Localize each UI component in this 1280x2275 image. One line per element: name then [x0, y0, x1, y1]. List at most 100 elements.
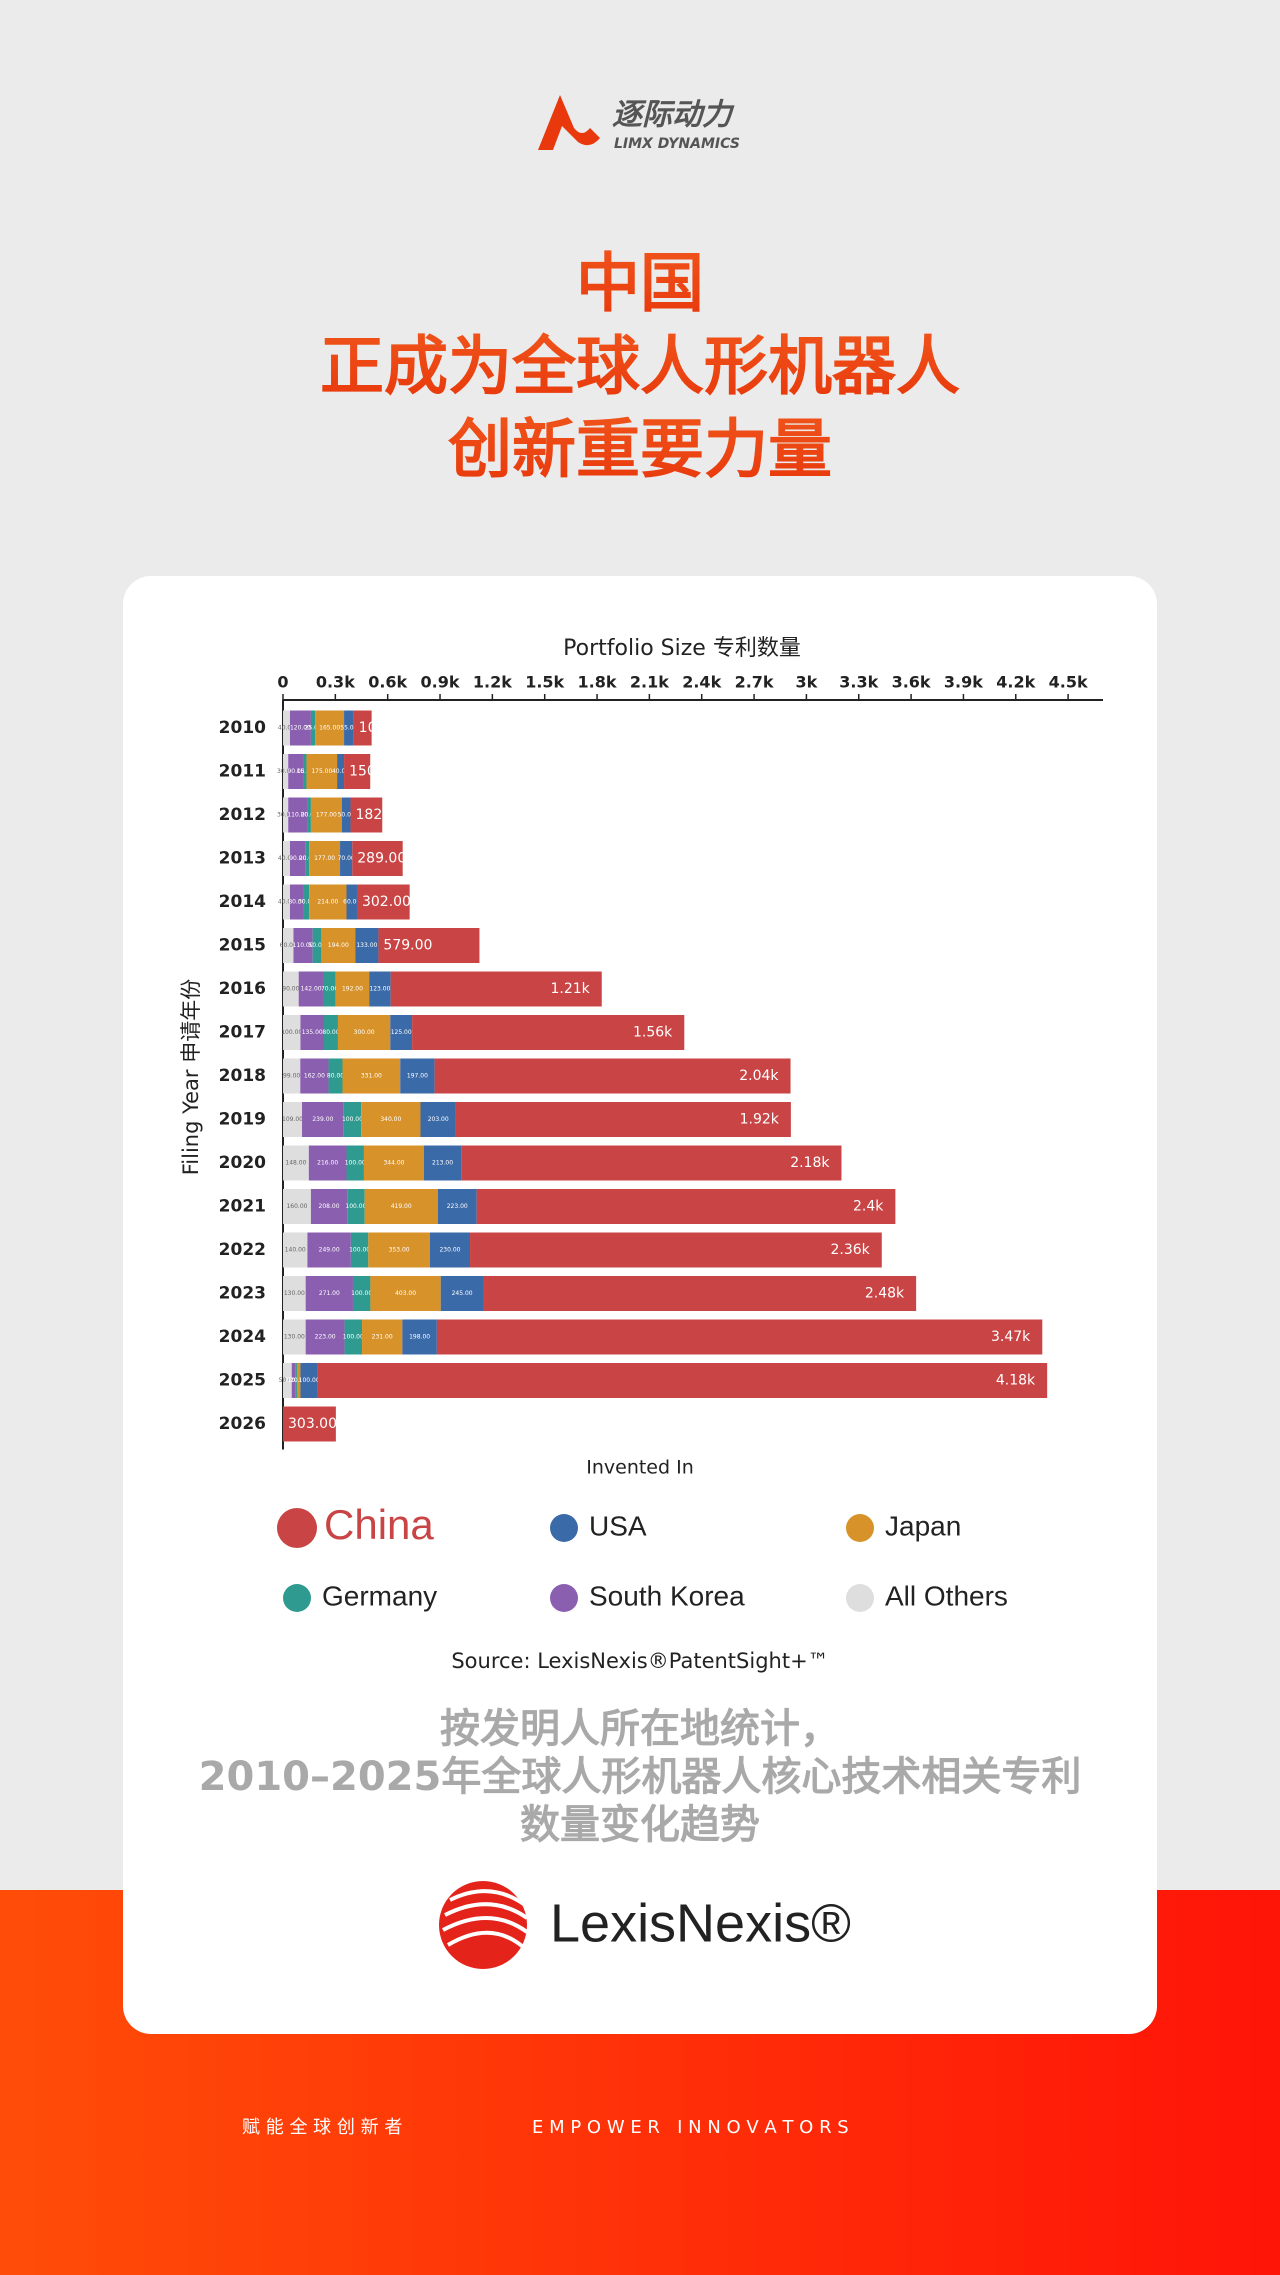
value-label: 110.00 [287, 812, 308, 819]
bar-segment [308, 1145, 347, 1181]
bar-segment [300, 1058, 329, 1094]
bar-segment [298, 971, 324, 1007]
x-tick-label: 1.8k [578, 673, 617, 692]
bar-segment [350, 797, 383, 833]
caption-line: 2010–2025年全球人形机器人核心技术相关专利 [199, 1754, 1082, 1800]
x-tick-label: 2.7k [735, 673, 774, 692]
bar-segment [335, 971, 370, 1007]
x-tick-label: 3.6k [892, 673, 931, 692]
value-label: 130.00 [284, 1290, 305, 1297]
value-label: 1.92k [740, 1112, 780, 1128]
legend-swatch [846, 1514, 874, 1542]
y-tick-label: 2024 [219, 1327, 266, 1347]
bar-segment [283, 1102, 303, 1137]
limx-logo: 逐际动力 LIMX DYNAMICS [538, 95, 740, 152]
bar-segment [346, 884, 357, 920]
bar-segment [312, 928, 322, 963]
value-label: 80.00 [322, 1029, 339, 1036]
caption-line: 数量变化趋势 [520, 1802, 760, 1848]
value-label: 230.00 [439, 1247, 460, 1254]
bar-segment [283, 1319, 306, 1355]
x-tick-label: 4.5k [1049, 673, 1088, 692]
bar-segment [283, 1145, 309, 1181]
value-label: 60.00 [280, 942, 297, 949]
value-label: 1.56k [633, 1025, 673, 1041]
bar-segment [368, 1232, 430, 1268]
value-label: 60.00 [343, 899, 360, 906]
value-label: 15.00 [297, 768, 314, 775]
footer-en: E M P O W E R I N N O V A T O R S [532, 2117, 849, 2138]
y-tick-label: 2021 [219, 1197, 266, 1217]
value-label: 100.00 [345, 1160, 366, 1167]
bar-segment [337, 1015, 391, 1050]
bar-segment [283, 1363, 292, 1398]
bar-segment [283, 1058, 301, 1094]
legend-label: USA [589, 1510, 647, 1541]
bar-segment [309, 884, 347, 920]
bar-segment [344, 1319, 363, 1355]
value-label: 300.00 [354, 1029, 375, 1036]
legend-label: All Others [885, 1580, 1008, 1611]
bar-segment [307, 797, 311, 833]
value-label: 100.00 [342, 1116, 363, 1123]
bar-segment [455, 1102, 791, 1137]
value-label: 148.00 [285, 1160, 306, 1167]
bar-segment [390, 971, 602, 1007]
y-tick-label: 2011 [219, 762, 266, 782]
bar-segment [283, 971, 299, 1007]
bar-segment [378, 928, 480, 963]
bar-segment [350, 1232, 369, 1268]
bar-segment [303, 754, 307, 789]
value-label: 55.00 [340, 725, 357, 732]
x-tick-label: 0.9k [421, 673, 460, 692]
bar-segment [306, 754, 338, 789]
bar-segment [295, 1363, 297, 1398]
bar-segment [420, 1102, 456, 1137]
caption-line: 按发明人所在地统计， [440, 1706, 840, 1752]
bar-segment [337, 754, 345, 789]
legend-swatch [846, 1584, 874, 1612]
bar-segment [344, 710, 354, 746]
bar-segment [288, 797, 308, 833]
value-label: 4.18k [996, 1373, 1036, 1389]
value-label: 25.00 [305, 725, 322, 732]
legend-swatch [277, 1508, 317, 1548]
value-label: 223.00 [447, 1203, 468, 1210]
value-label: 2.4k [853, 1199, 884, 1215]
value-label: 40.00 [278, 725, 295, 732]
y-tick-label: 2015 [219, 936, 266, 956]
value-label: 289.00 [357, 851, 406, 867]
bar-segment [305, 841, 310, 876]
value-label: 40.00 [278, 855, 295, 862]
bar-segment [483, 1276, 917, 1311]
value-label: 182.00 [356, 807, 405, 823]
bar-segment [283, 1276, 306, 1311]
bar-segment [310, 797, 342, 833]
bar-segment [352, 841, 403, 876]
value-label: 194.00 [328, 942, 349, 949]
value-label: 123.00 [369, 986, 390, 993]
value-label: 353.00 [389, 1247, 410, 1254]
y-tick-label: 2022 [219, 1240, 266, 1260]
y-tick-label: 2026 [219, 1414, 266, 1434]
bar-segment [364, 1189, 438, 1224]
value-label: 223.00 [315, 1334, 336, 1341]
value-label: 100.00 [345, 1203, 366, 1210]
bar-segment [434, 1058, 791, 1094]
bar-segment [317, 1363, 1048, 1398]
bar-segment [289, 841, 306, 876]
value-label: 120.00 [290, 725, 311, 732]
legend-swatch [550, 1514, 578, 1542]
bar-segment [341, 797, 351, 833]
x-tick-label: 2.4k [682, 673, 721, 692]
legend-swatch [550, 1584, 578, 1612]
bar-segment [344, 754, 371, 789]
bar-segment [289, 710, 311, 746]
brand: LexisNexis® [550, 1893, 851, 1953]
bar-segment [440, 1276, 484, 1311]
bar-segment [283, 797, 289, 833]
bar-segment [288, 754, 304, 789]
y-tick-label: 2020 [219, 1153, 266, 1173]
bar-segment [436, 1319, 1043, 1355]
